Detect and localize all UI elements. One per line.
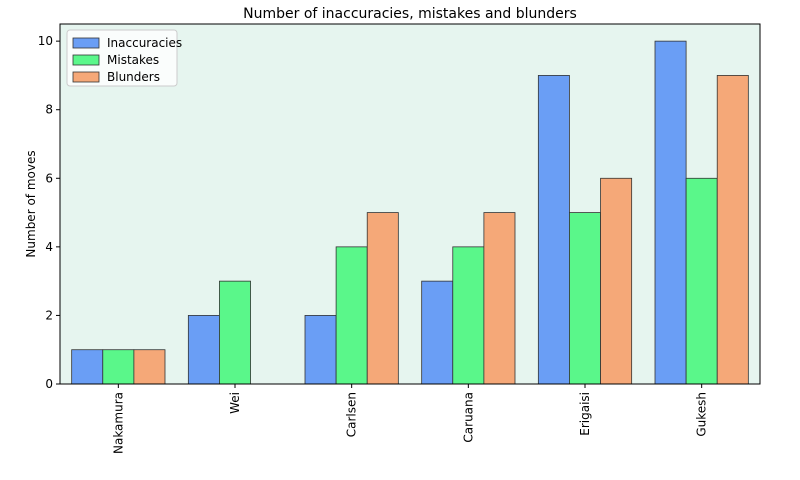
x-tick-label: Erigaisi bbox=[578, 392, 592, 436]
legend-swatch bbox=[72, 37, 100, 49]
bar bbox=[71, 349, 104, 385]
y-axis-label: Number of moves bbox=[24, 150, 38, 257]
bar bbox=[304, 315, 337, 385]
bar bbox=[452, 246, 485, 385]
x-tick-label: Wei bbox=[228, 392, 242, 414]
bar bbox=[421, 280, 454, 385]
bar bbox=[654, 40, 687, 385]
bar bbox=[537, 75, 570, 385]
legend-label: Blunders bbox=[107, 70, 160, 84]
legend-swatch bbox=[72, 54, 100, 66]
y-tick-label: 4 bbox=[45, 240, 53, 254]
bar bbox=[600, 177, 633, 385]
y-tick-label: 0 bbox=[45, 377, 53, 391]
bar bbox=[219, 280, 251, 385]
bar bbox=[483, 212, 516, 385]
bar bbox=[685, 177, 718, 385]
bar bbox=[187, 315, 220, 385]
bar bbox=[102, 349, 135, 385]
x-tick-label: Nakamura bbox=[111, 392, 125, 454]
bar bbox=[716, 75, 749, 385]
bar bbox=[133, 349, 166, 385]
bar bbox=[335, 246, 368, 385]
legend-label: Inaccuracies bbox=[107, 36, 182, 50]
y-tick-label: 6 bbox=[45, 171, 53, 185]
legend-swatch bbox=[72, 71, 100, 83]
y-tick-label: 8 bbox=[45, 103, 53, 117]
bar bbox=[366, 212, 399, 385]
x-tick-label: Caruana bbox=[461, 392, 475, 443]
x-tick-label: Gukesh bbox=[695, 392, 709, 437]
plot-frame bbox=[59, 23, 761, 385]
y-tick-label: 10 bbox=[38, 34, 53, 48]
bar bbox=[569, 212, 601, 385]
chart-title: Number of inaccuracies, mistakes and blu… bbox=[243, 6, 577, 22]
y-tick-label: 2 bbox=[45, 308, 53, 322]
x-tick-label: Carlsen bbox=[345, 392, 359, 437]
legend-label: Mistakes bbox=[107, 53, 159, 67]
